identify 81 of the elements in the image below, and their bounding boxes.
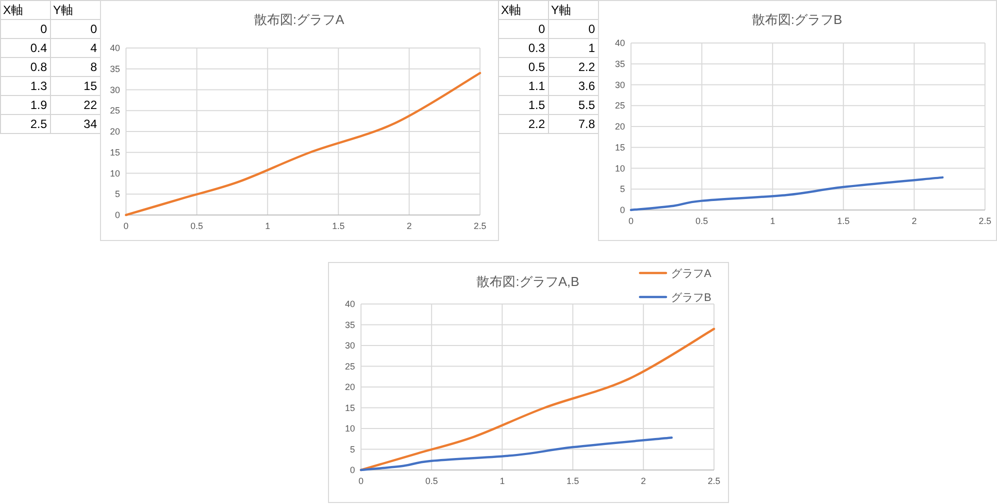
x-tick-label: 1.5: [332, 221, 345, 231]
y-tick-label: 35: [110, 64, 120, 74]
text: 0.5: [528, 60, 546, 74]
text: 8: [90, 60, 98, 74]
text: 3.6: [578, 79, 596, 93]
text: 1: [588, 41, 596, 55]
y-tick-label: 10: [344, 424, 355, 434]
text: 1.5: [528, 98, 546, 112]
y-tick-label: 5: [350, 444, 355, 454]
y-tick-label: 10: [110, 168, 120, 178]
y-tick-label: 10: [614, 163, 625, 174]
x-tick-label: 2: [640, 476, 646, 486]
line-series: [124, 72, 482, 216]
y-tick-label: 15: [344, 402, 355, 413]
legend-label: グラフA: [671, 268, 712, 280]
x-tick-label: 1.5: [566, 476, 580, 486]
y-tick-label: 40: [344, 299, 355, 309]
y-tick-label: 25: [344, 361, 355, 372]
text: Y軸: [551, 3, 572, 17]
y-tick-label: 35: [614, 58, 625, 69]
x-tick-label: 2: [912, 216, 917, 226]
text: 0: [90, 22, 98, 36]
text: X軸: [501, 3, 522, 17]
y-tick-label: 30: [110, 84, 120, 95]
y-tick-label: 40: [614, 38, 625, 48]
text: 4: [90, 41, 98, 55]
x-tick-label: 2.5: [474, 221, 486, 231]
y-tick-label: 20: [614, 122, 625, 132]
text: 2.2: [578, 60, 596, 74]
y-tick-label: 0: [350, 465, 355, 475]
line-series: [360, 436, 673, 472]
line-series: [630, 176, 944, 212]
text: 0.8: [30, 60, 48, 74]
x-tick-label: 2.5: [978, 216, 992, 226]
y-tick-label: 0: [620, 205, 625, 215]
x-tick-label: 0: [123, 221, 129, 231]
chart-title: 散布図:グラフB: [752, 12, 842, 27]
y-tick-label: 5: [114, 189, 120, 200]
text: 0: [538, 22, 546, 36]
y-tick-label: 20: [344, 382, 355, 392]
x-tick-label: 1: [500, 476, 505, 486]
text: 0: [40, 22, 48, 36]
text: 1.1: [528, 79, 546, 93]
x-tick-label: 0: [358, 476, 364, 486]
x-tick-label: 2: [406, 221, 412, 231]
y-tick-label: 15: [110, 147, 120, 158]
text: 2.5: [30, 117, 48, 131]
text: X軸: [3, 3, 24, 17]
x-tick-label: 1: [265, 221, 270, 231]
text: 0: [588, 22, 596, 36]
y-tick-label: 25: [614, 100, 625, 111]
legend-label: グラフB: [671, 292, 712, 304]
chart-title: 散布図:グラフA: [254, 12, 344, 27]
y-tick-label: 5: [620, 184, 625, 194]
text: 0.3: [528, 41, 546, 55]
chart-title: 散布図:グラフA,B: [476, 274, 580, 289]
x-tick-label: 0: [628, 216, 634, 226]
y-tick-label: 35: [344, 320, 355, 330]
text: 0.4: [30, 41, 48, 55]
x-tick-label: 0.5: [696, 216, 708, 226]
x-tick-label: 1.5: [837, 216, 850, 226]
line-series: [360, 328, 716, 472]
text: 15: [84, 79, 98, 93]
y-tick-label: 30: [614, 80, 625, 90]
x-tick-label: 2.5: [708, 476, 720, 486]
x-tick-label: 0.5: [425, 476, 438, 486]
text: 5.5: [578, 98, 596, 112]
y-tick-label: 25: [110, 106, 120, 116]
x-tick-label: 0.5: [190, 221, 204, 231]
text: 1.9: [30, 98, 48, 112]
text: 1.3: [30, 79, 48, 93]
y-tick-label: 20: [110, 126, 120, 136]
text: 34: [84, 117, 98, 131]
y-tick-label: 30: [344, 340, 355, 350]
y-tick-label: 15: [614, 142, 625, 152]
text: 22: [84, 98, 98, 112]
text: Y軸: [53, 3, 74, 17]
x-tick-label: 1: [770, 216, 776, 226]
y-tick-label: 40: [110, 43, 120, 53]
text: 2.2: [528, 117, 546, 131]
text: 7.8: [578, 117, 596, 131]
